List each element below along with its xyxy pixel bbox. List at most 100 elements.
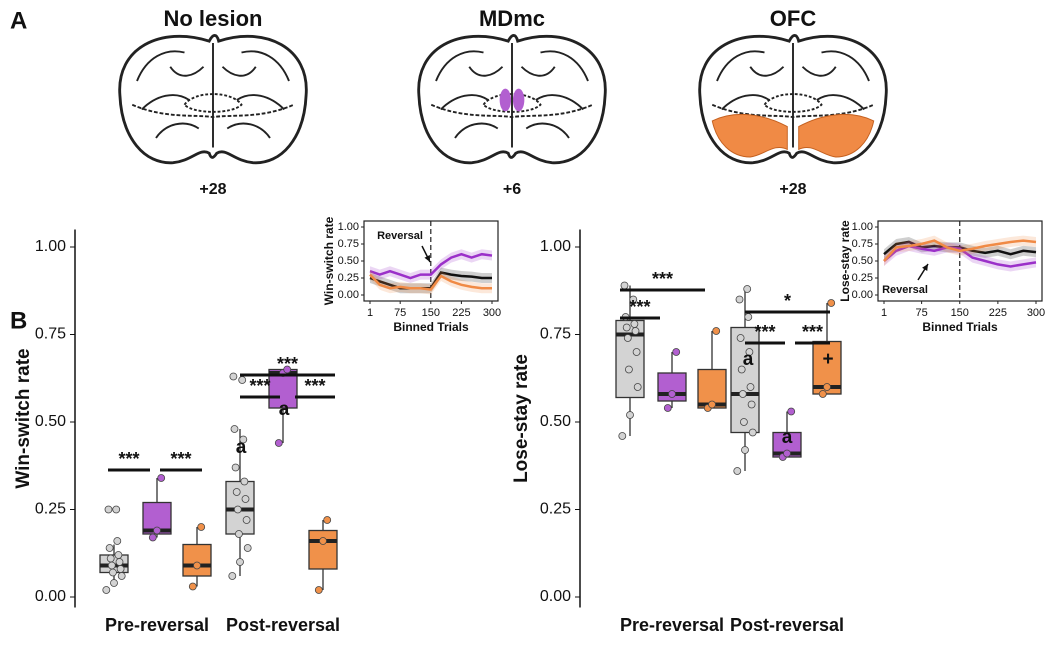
data-point [102,586,111,594]
coordinate: +28 [779,181,806,198]
data-point [736,334,745,342]
x-tick-label: 225 [989,307,1007,319]
data-point [197,523,206,531]
y-tick-label: 0.75 [852,238,873,250]
y-tick-label: 0.50 [540,413,571,430]
y-axis-title: Lose-stay rate [511,354,532,483]
data-point [105,544,114,552]
x-tick-label: 150 [951,307,969,319]
y-axis-title: Lose-stay rate [838,220,852,302]
x-axis-title: Binned Trials [922,320,998,334]
section-title: MDmc [479,6,545,31]
data-point [748,428,757,437]
data-point [668,390,676,398]
significance-label: *** [754,322,775,342]
significance-label: * [784,291,791,311]
significance-label: *** [652,269,673,289]
x-tick-label: 1 [367,307,373,319]
y-tick-label: 0.75 [338,238,359,250]
coordinate: +28 [199,181,226,198]
data-point [733,467,742,475]
data-point [633,383,642,391]
annotation-label: Reversal [377,230,423,242]
data-point [823,383,831,391]
y-axis-title: Win-switch rate [322,216,336,305]
annotation-label: a [782,427,793,448]
significance-label: *** [304,376,325,396]
brain-ofc [698,33,888,165]
data-point [663,404,672,412]
data-point [631,327,640,335]
y-tick-label: 1.00 [540,238,571,255]
significance-label: *** [118,449,139,469]
data-point [738,390,747,398]
significance-label: *** [802,322,823,342]
x-tick-label: 300 [483,307,501,319]
data-point [747,400,756,409]
y-tick-label: 0.00 [540,588,571,605]
data-point [625,365,633,374]
data-point [745,348,754,356]
data-point [116,565,125,573]
data-point [735,295,744,304]
data-point [323,516,332,524]
data-point [626,411,634,419]
data-point [622,323,631,332]
data-point [618,432,627,440]
data-point [193,561,201,570]
annotation-label: Reversal [882,284,928,296]
data-point [106,554,115,563]
box [182,543,212,577]
data-point [632,348,641,356]
data-point [239,435,248,444]
y-tick-label: 1.00 [338,221,359,233]
data-point [744,313,753,321]
data-point [629,295,638,304]
data-point [623,334,632,342]
x-axis-title: Binned Trials [393,320,469,334]
section-title: No lesion [163,6,262,31]
data-point [228,572,237,580]
y-tick-label: 0.25 [338,272,359,284]
data-point [746,383,755,391]
data-point [104,505,113,514]
series-line [883,240,1037,256]
data-point [230,425,239,433]
data-point [107,561,116,570]
series-line [883,239,1037,262]
data-point [115,558,124,566]
x-tick-label: Pre-reversal [105,615,209,635]
data-point [233,505,242,514]
significance-label: *** [170,449,191,469]
data-point [283,365,292,374]
y-tick-label: 0.75 [540,326,571,343]
y-tick-label: 1.00 [852,221,873,233]
data-point [672,348,681,356]
data-point [110,579,118,587]
data-point [238,376,247,384]
significance-label: *** [249,376,270,396]
data-point [783,449,791,458]
data-point [231,463,240,472]
box [308,529,338,570]
brain-no-lesion [118,33,308,165]
x-tick-label: 300 [1027,307,1045,319]
data-point [240,477,249,486]
panel-label: A [10,7,27,34]
data-point [712,327,721,335]
data-point [112,505,121,514]
data-point [188,582,197,591]
y-tick-label: 0.00 [338,289,359,301]
data-point [630,320,639,328]
data-point [314,586,323,594]
x-tick-label: Pre-reversal [620,615,724,635]
data-point [114,551,123,559]
data-point [148,533,157,542]
y-tick-label: 0.00 [852,289,873,301]
arrow-head [424,255,430,262]
y-tick-label: 0.50 [35,413,66,430]
coordinate: +6 [503,181,521,198]
significance-label: *** [277,354,298,374]
data-point [117,572,126,580]
data-point [743,285,752,293]
